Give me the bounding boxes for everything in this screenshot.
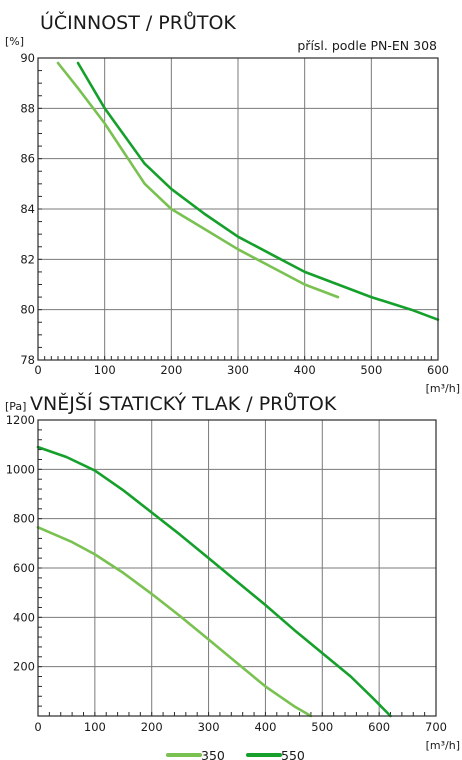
pressure-y-tick-label-400: 400	[13, 610, 35, 624]
pressure-series-550-line	[36, 445, 392, 718]
pressure-x-axis-label: [m³/h]	[426, 739, 460, 752]
pressure-x-tick-label-600: 600	[368, 720, 390, 734]
pressure-x-tick-label-400: 400	[254, 720, 276, 734]
efficiency-y-tick-label-78: 78	[20, 353, 35, 367]
efficiency-y-tick-label-84: 84	[20, 202, 35, 216]
efficiency-y-tick-label-86: 86	[20, 152, 35, 166]
pressure-series-350-line	[36, 526, 313, 718]
efficiency-x-tick-label-200: 200	[160, 363, 182, 377]
pressure-x-tick-label-100: 100	[84, 720, 106, 734]
pressure-plot-frame	[37, 419, 437, 717]
efficiency-x-tick-label-600: 600	[427, 363, 449, 377]
pressure-x-tick-label-700: 700	[425, 720, 447, 734]
efficiency-chart-title: ÚČINNOST / PRŮTOK	[40, 10, 236, 34]
pressure-y-tick-label-800: 800	[13, 512, 35, 526]
efficiency-y-tick-label-90: 90	[20, 51, 35, 65]
efficiency-plot-frame	[37, 57, 439, 361]
efficiency-y-tick-label-80: 80	[20, 303, 35, 317]
efficiency-x-tick-label-300: 300	[227, 363, 249, 377]
pressure-tick-labels: 0 100 200 300 400 500 600 700 200 400 600 800 1000 12…	[6, 413, 447, 734]
efficiency-series-350-line	[56, 61, 340, 299]
efficiency-x-tick-label-0: 0	[34, 363, 41, 377]
pressure-x-tick-label-0: 0	[34, 720, 41, 734]
efficiency-chart: ÚČINNOST / PRŮTOK [%] přísl. podle PN-EN…	[5, 10, 460, 395]
efficiency-chart-subtitle: přísl. podle PN-EN 308	[297, 38, 437, 53]
efficiency-x-axis-label: [m³/h]	[426, 382, 460, 395]
efficiency-y-tick-label-82: 82	[20, 252, 35, 266]
efficiency-x-tick-label-400: 400	[294, 363, 316, 377]
efficiency-y-axis-label: [%]	[5, 35, 24, 48]
legend-label-350: 350	[201, 748, 225, 760]
legend-label-550: 550	[281, 748, 305, 760]
pressure-y-tick-label-1200: 1200	[6, 413, 35, 427]
efficiency-y-tick-label-88: 88	[20, 101, 35, 115]
pressure-series	[36, 445, 392, 718]
pressure-y-tick-label-1000: 1000	[6, 462, 35, 476]
pressure-x-tick-label-200: 200	[141, 720, 163, 734]
pressure-y-axis-label: [Pa]	[5, 400, 26, 413]
pressure-grid	[37, 419, 437, 716]
pressure-minor-ticks	[37, 419, 437, 717]
legend: 350 550	[166, 748, 305, 760]
efficiency-tick-labels: 0 100 200 300 400 500 600 78 80 82 84 86 88 90	[20, 51, 449, 377]
pressure-y-tick-label-600: 600	[13, 561, 35, 575]
pressure-chart-title: VNĚJŠÍ STATICKÝ TLAK / PRŮTOK	[30, 391, 337, 415]
efficiency-series-550-line	[76, 61, 440, 321]
efficiency-x-tick-label-500: 500	[360, 363, 382, 377]
efficiency-series	[56, 61, 440, 321]
pressure-chart: VNĚJŠÍ STATICKÝ TLAK / PRŮTOK [Pa] 0 100 2…	[5, 391, 460, 752]
efficiency-x-tick-label-100: 100	[94, 363, 116, 377]
pressure-x-tick-label-300: 300	[198, 720, 220, 734]
pressure-x-tick-label-500: 500	[311, 720, 333, 734]
pressure-y-tick-label-200: 200	[13, 660, 35, 674]
efficiency-grid	[37, 57, 439, 361]
